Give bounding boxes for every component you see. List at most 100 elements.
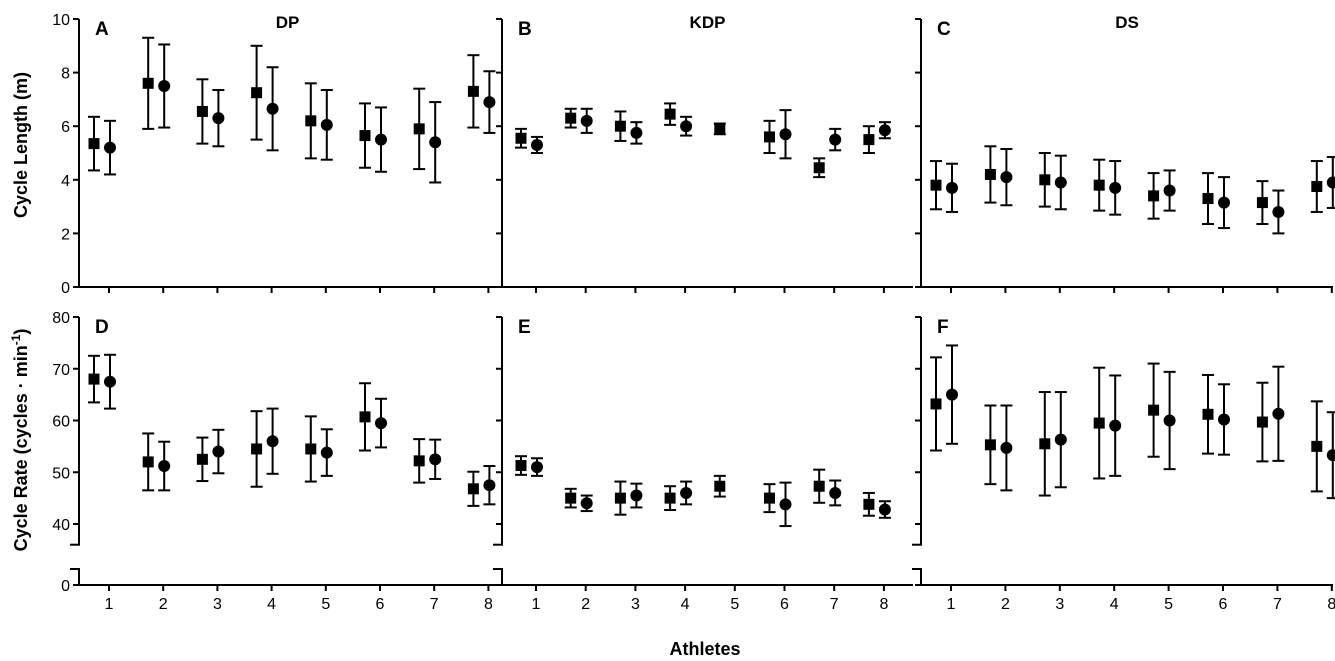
data-point-circle: [829, 486, 842, 499]
x-tick-label: 3: [631, 596, 640, 613]
data-point-square: [984, 168, 996, 180]
data-point-square: [565, 492, 577, 504]
panel-letter: C: [937, 19, 951, 40]
x-tick-label: 3: [213, 596, 222, 613]
data-point-square: [196, 453, 208, 465]
x-tick-label: 3: [1055, 596, 1064, 613]
data-point-square: [251, 87, 263, 99]
data-point-square: [413, 455, 425, 467]
data-point-circle: [680, 120, 693, 133]
data-point-circle: [878, 124, 891, 137]
x-tick-label: 8: [484, 596, 493, 613]
x-tick-label: 8: [879, 596, 888, 613]
data-point-circle: [1000, 171, 1013, 184]
x-tick-label: 1: [105, 596, 114, 613]
y-tick-label: 0: [61, 578, 70, 595]
data-point-square: [142, 77, 154, 89]
data-point-circle: [1326, 449, 1335, 462]
data-point-square: [515, 132, 527, 144]
data-point-circle: [829, 133, 842, 146]
data-point-square: [1093, 179, 1105, 191]
data-point-circle: [158, 80, 171, 92]
data-point-square: [614, 120, 626, 132]
data-point-square: [930, 179, 942, 191]
data-point-circle: [158, 460, 171, 473]
data-point-square: [88, 138, 100, 150]
data-point-circle: [320, 446, 333, 459]
data-point-circle: [779, 498, 792, 511]
data-point-square: [664, 108, 676, 120]
data-point-circle: [375, 417, 387, 430]
data-point-circle: [946, 388, 958, 401]
x-tick-label: 5: [321, 596, 330, 613]
y-axis-title-cycle-rate-sup: -1: [9, 334, 23, 345]
data-point-circle: [212, 112, 225, 125]
panel-d: 0 40 50 60 70 80 1 2 3 4 5 6 7 8 D: [52, 310, 496, 613]
data-point-square: [305, 443, 317, 455]
data-point-circle: [531, 138, 543, 151]
data-point-circle: [1163, 184, 1176, 197]
data-point-square: [984, 439, 996, 451]
data-point-circle: [429, 136, 442, 149]
data-point-square: [251, 443, 263, 455]
data-point-square: [930, 398, 942, 410]
panel-title: DS: [1115, 13, 1139, 32]
data-point-circle: [680, 486, 693, 499]
data-point-circle: [429, 453, 442, 466]
data-point-circle: [320, 118, 333, 131]
y-tick-label: 10: [52, 12, 70, 29]
y-tick-label: 6: [61, 119, 70, 136]
y-tick-label: 70: [52, 362, 70, 379]
data-point-square: [764, 492, 775, 504]
data-point-circle: [104, 141, 116, 154]
data-point-square: [1148, 190, 1160, 202]
data-point-circle: [1054, 176, 1067, 189]
x-tick-label: 7: [430, 596, 439, 613]
x-tick-label: 1: [532, 596, 541, 613]
x-tick-label: 2: [159, 596, 168, 613]
data-point-circle: [1109, 419, 1122, 432]
x-tick-label: 7: [1273, 596, 1282, 613]
x-tick-label: 6: [376, 596, 385, 613]
data-point-square: [467, 85, 479, 97]
data-point-square: [714, 123, 726, 135]
panel-a: 0 2 4 6 8 10 A DP: [52, 12, 496, 297]
data-point-square: [359, 411, 371, 423]
data-point-circle: [580, 114, 593, 127]
data-point-circle: [1000, 441, 1013, 454]
data-point-circle: [483, 479, 496, 492]
data-point-circle: [1109, 181, 1122, 194]
y-axis-title-cycle-length: Cycle Length (m): [11, 72, 31, 218]
x-axis-title: Athletes: [669, 639, 740, 659]
x-tick-label: 2: [581, 596, 590, 613]
data-point-circle: [104, 375, 116, 388]
y-tick-label: 40: [52, 517, 70, 534]
panel-e: 1 2 3 4 5 6 7 8 E: [493, 316, 913, 613]
y-tick-label: 8: [61, 66, 70, 83]
data-point-circle: [1163, 414, 1176, 427]
panel-letter: E: [518, 317, 531, 338]
x-tick-label: 7: [830, 596, 839, 613]
data-point-square: [467, 483, 479, 495]
data-point-square: [1039, 174, 1051, 186]
data-point-square: [88, 373, 100, 385]
data-point-circle: [779, 128, 792, 141]
data-point-square: [714, 480, 726, 492]
data-point-circle: [266, 102, 279, 115]
data-point-square: [413, 123, 425, 135]
data-point-circle: [531, 461, 543, 474]
data-point-square: [565, 112, 577, 124]
y-tick-label: 80: [52, 310, 70, 327]
data-point-square: [863, 134, 875, 146]
data-point-square: [1202, 408, 1214, 420]
data-point-circle: [878, 503, 891, 516]
y-tick-label: 4: [61, 173, 70, 190]
data-point-circle: [946, 181, 958, 194]
data-point-square: [1039, 438, 1051, 450]
data-point-circle: [1326, 176, 1335, 189]
data-point-square: [1311, 440, 1323, 452]
y-axis-title-cycle-rate: Cycle Rate (cycles · min-1): [9, 329, 31, 552]
panel-letter: D: [95, 317, 109, 338]
x-tick-label: 4: [1110, 596, 1119, 613]
